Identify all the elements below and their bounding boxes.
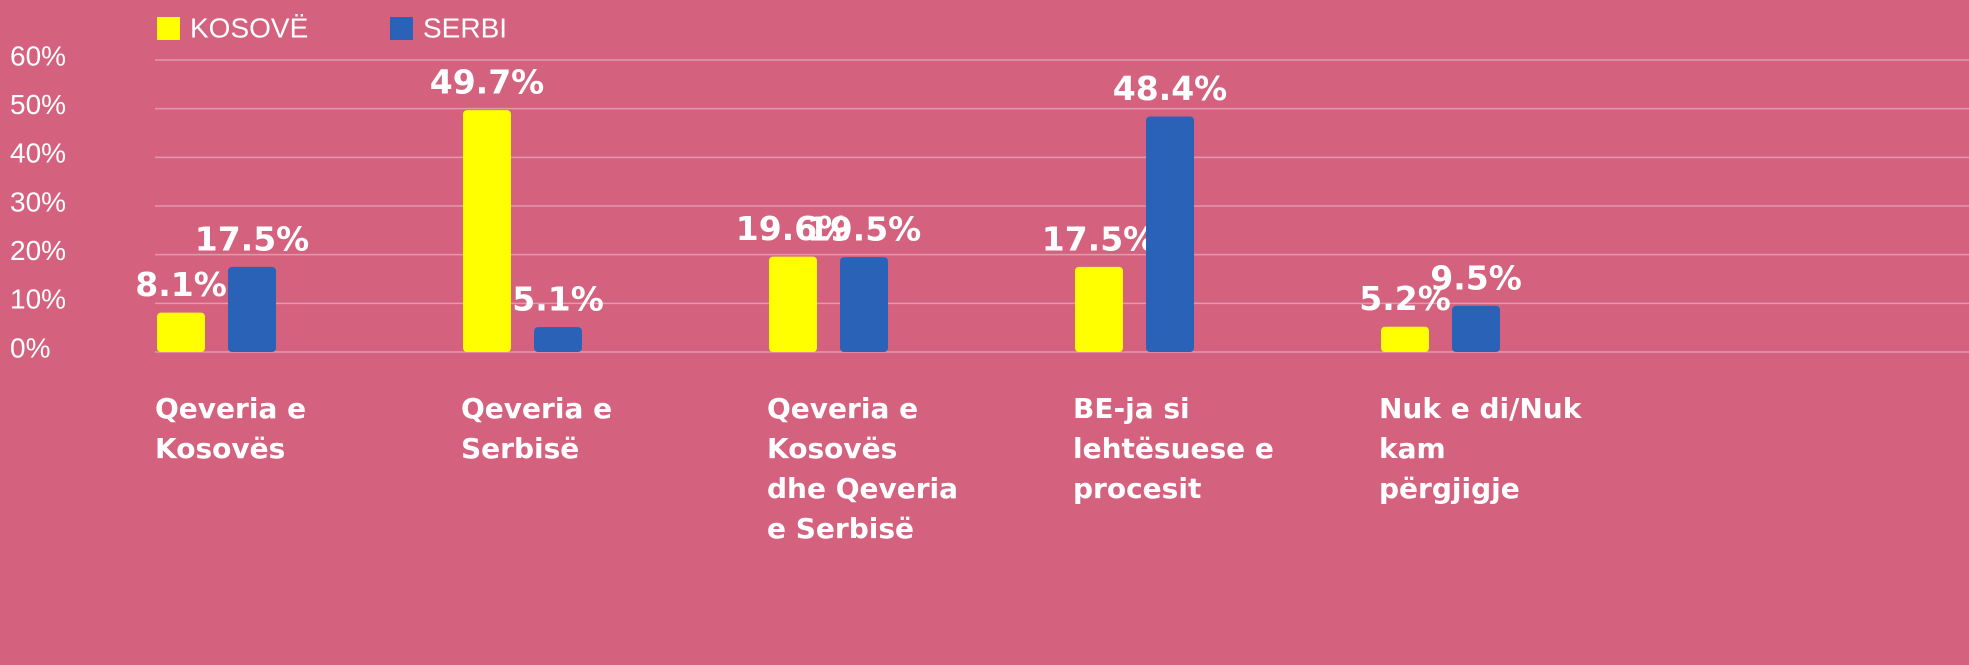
- x-tick-label: BE-ja si: [1073, 392, 1190, 425]
- bar: [1381, 326, 1429, 352]
- value-label: 17.5%: [195, 219, 310, 258]
- x-tick-label: e Serbisë: [767, 512, 914, 545]
- y-tick-label: 10%: [10, 284, 66, 315]
- y-tick-label: 40%: [10, 138, 66, 169]
- x-tick-label: Qeveria e: [767, 392, 918, 425]
- bar: [534, 327, 582, 352]
- legend-label: KOSOVË: [190, 12, 308, 43]
- bar: [1075, 266, 1123, 352]
- y-tick-label: 50%: [10, 89, 66, 120]
- value-label: 5.1%: [512, 280, 604, 319]
- y-tick-label: 0%: [10, 332, 50, 363]
- bar: [463, 110, 511, 352]
- x-tick-label: Qeveria e: [155, 392, 306, 425]
- x-tick-label: procesit: [1073, 472, 1201, 505]
- value-label: 19.5%: [807, 210, 922, 249]
- value-label: 48.4%: [1113, 69, 1228, 108]
- bar: [157, 312, 205, 352]
- value-label: 49.7%: [430, 63, 545, 102]
- x-tick-label: përgjigje: [1379, 472, 1520, 505]
- y-tick-label: 20%: [10, 235, 66, 266]
- value-label: 5.2%: [1359, 279, 1451, 318]
- legend-label: SERBI: [423, 12, 507, 43]
- value-label: 19.6%: [736, 209, 851, 248]
- x-tick-label: Kosovës: [155, 432, 285, 465]
- bar: [228, 266, 276, 352]
- x-tick-label: kam: [1379, 432, 1446, 465]
- y-tick-label: 30%: [10, 186, 66, 217]
- bar: [1452, 305, 1500, 352]
- bar: [769, 256, 817, 352]
- x-tick-label: Nuk e di/Nuk: [1379, 392, 1583, 425]
- x-tick-label: Kosovës: [767, 432, 897, 465]
- bar: [1146, 116, 1194, 352]
- value-label: 9.5%: [1430, 258, 1522, 297]
- y-tick-label: 60%: [10, 40, 66, 71]
- value-label: 8.1%: [135, 265, 227, 304]
- value-label: 17.5%: [1042, 219, 1157, 258]
- x-tick-label: Serbisë: [461, 432, 579, 465]
- bar: [840, 257, 888, 352]
- x-tick-label: dhe Qeveria: [767, 472, 958, 505]
- legend-swatch: [390, 17, 413, 40]
- x-tick-label: lehtësuese e: [1073, 432, 1274, 465]
- x-tick-label: Qeveria e: [461, 392, 612, 425]
- legend-swatch: [157, 17, 180, 40]
